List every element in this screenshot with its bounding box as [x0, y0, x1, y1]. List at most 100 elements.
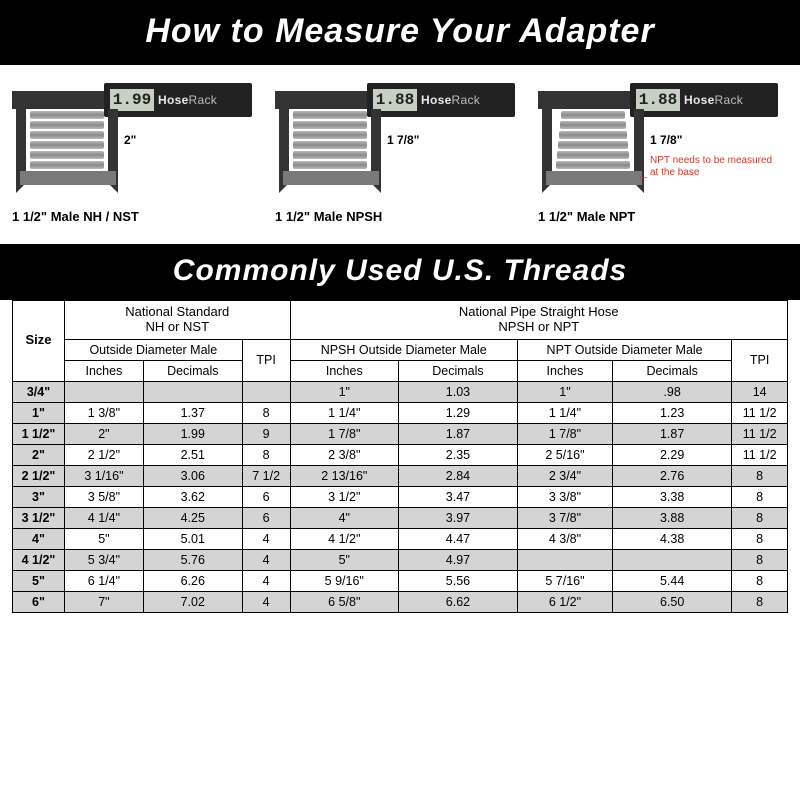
cell-npt-decimals: 6.50: [613, 591, 732, 612]
cell-ns-inches: 6 1/4": [65, 570, 144, 591]
caliper-caption: 1 1/2" Male NPT: [538, 209, 788, 224]
caliper-display-body: 1.88 HoseRack: [367, 83, 515, 117]
hdr-npsh-inches: Inches: [290, 360, 399, 381]
hdr-npt-inches: Inches: [517, 360, 612, 381]
cell-npt-decimals: 1.87: [613, 423, 732, 444]
caliper-reading: 1.88: [636, 89, 680, 111]
cell-ns-decimals: 1.99: [143, 423, 242, 444]
caliper-row: 1.99HoseRack2"1 1/2" Male NH / NST1.88Ho…: [0, 65, 800, 244]
cell-ns-tpi: 8: [242, 444, 290, 465]
cell-npsh-inches: 1": [290, 381, 399, 402]
cell-ns-tpi: 4: [242, 591, 290, 612]
cell-np-tpi: 8: [732, 486, 788, 507]
cell-size: 2": [13, 444, 65, 465]
cell-npsh-inches: 2 3/8": [290, 444, 399, 465]
cell-npt-decimals: 3.38: [613, 486, 732, 507]
cell-np-tpi: 11 1/2: [732, 423, 788, 444]
cell-ns-tpi: 4: [242, 570, 290, 591]
cell-ns-inches: 5": [65, 528, 144, 549]
adapter-base: [546, 171, 642, 185]
cell-ns-decimals: 3.06: [143, 465, 242, 486]
cell-npsh-decimals: 1.29: [399, 402, 518, 423]
cell-npsh-inches: 4 1/2": [290, 528, 399, 549]
npt-arrow-icon: ←: [636, 167, 650, 183]
cell-npt-decimals: 1.23: [613, 402, 732, 423]
hdr-npsh-od: NPSH Outside Diameter Male: [290, 339, 517, 360]
cell-ns-decimals: 4.25: [143, 507, 242, 528]
cell-ns-decimals: 1.37: [143, 402, 242, 423]
cell-npt-inches: 3 3/8": [517, 486, 612, 507]
threads-table: Size National Standard NH or NST Nationa…: [12, 300, 788, 613]
cell-npsh-decimals: 4.97: [399, 549, 518, 570]
cell-ns-decimals: 5.76: [143, 549, 242, 570]
cell-npsh-inches: 1 1/4": [290, 402, 399, 423]
cell-npt-inches: 1": [517, 381, 612, 402]
cell-size: 2 1/2": [13, 465, 65, 486]
cell-npsh-inches: 5": [290, 549, 399, 570]
caliper-caption: 1 1/2" Male NH / NST: [12, 209, 262, 224]
adapter-fitting: [293, 111, 367, 185]
cell-np-tpi: 8: [732, 570, 788, 591]
cell-ns-inches: 1 3/8": [65, 402, 144, 423]
caliper-reading: 1.88: [373, 89, 417, 111]
caliper-block: 1.99HoseRack2"1 1/2" Male NH / NST: [12, 83, 262, 224]
caliper-figure: 1.88 HoseRack 1 7/8": [275, 83, 515, 203]
cell-np-tpi: 8: [732, 528, 788, 549]
cell-ns-decimals: 6.26: [143, 570, 242, 591]
cell-npsh-inches: 5 9/16": [290, 570, 399, 591]
cell-npsh-decimals: 2.84: [399, 465, 518, 486]
cell-ns-tpi: 6: [242, 486, 290, 507]
hdr-ns-title: National Standard: [125, 304, 229, 319]
cell-npt-inches: 2 5/16": [517, 444, 612, 465]
hdr-npt-decimals: Decimals: [613, 360, 732, 381]
adapter-fitting: [30, 111, 104, 185]
caliper-brand: HoseRack: [421, 93, 480, 107]
npt-note: NPT needs to be measured at the base: [650, 155, 778, 178]
hdr-npt-od: NPT Outside Diameter Male: [517, 339, 731, 360]
table-row: 3"3 5/8"3.6263 1/2"3.473 3/8"3.388: [13, 486, 788, 507]
cell-ns-tpi: 4: [242, 549, 290, 570]
hdr-ns-tpi: TPI: [242, 339, 290, 381]
cell-npsh-inches: 1 7/8": [290, 423, 399, 444]
cell-size: 1 1/2": [13, 423, 65, 444]
measured-dimension: 1 7/8": [387, 133, 419, 147]
cell-ns-inches: [65, 381, 144, 402]
cell-ns-inches: 2 1/2": [65, 444, 144, 465]
hdr-ns: National Standard NH or NST: [65, 301, 291, 340]
cell-np-tpi: 14: [732, 381, 788, 402]
cell-npt-inches: [517, 549, 612, 570]
cell-np-tpi: 11 1/2: [732, 444, 788, 465]
cell-npsh-inches: 6 5/8": [290, 591, 399, 612]
title-banner-top: How to Measure Your Adapter: [0, 0, 800, 65]
cell-ns-inches: 7": [65, 591, 144, 612]
measured-dimension: 2": [124, 133, 136, 147]
cell-npt-decimals: [613, 549, 732, 570]
hdr-ns-decimals: Decimals: [143, 360, 242, 381]
cell-ns-inches: 4 1/4": [65, 507, 144, 528]
hdr-ns-inches: Inches: [65, 360, 144, 381]
table-row: 5"6 1/4"6.2645 9/16"5.565 7/16"5.448: [13, 570, 788, 591]
hdr-npsh-decimals: Decimals: [399, 360, 518, 381]
cell-npsh-decimals: 6.62: [399, 591, 518, 612]
cell-ns-decimals: 3.62: [143, 486, 242, 507]
caliper-figure: 1.88HoseRack1 7/8"←NPT needs to be measu…: [538, 83, 778, 203]
caliper-brand: HoseRack: [684, 93, 743, 107]
table-row: 1"1 3/8"1.3781 1/4"1.291 1/4"1.2311 1/2: [13, 402, 788, 423]
cell-ns-tpi: 4: [242, 528, 290, 549]
cell-npsh-decimals: 4.47: [399, 528, 518, 549]
table-row: 4"5"5.0144 1/2"4.474 3/8"4.388: [13, 528, 788, 549]
caliper-block: 1.88HoseRack1 7/8"←NPT needs to be measu…: [538, 83, 788, 224]
cell-ns-inches: 5 3/4": [65, 549, 144, 570]
caliper-block: 1.88HoseRack1 7/8"1 1/2" Male NPSH: [275, 83, 525, 224]
caliper-display-body: 1.88 HoseRack: [630, 83, 778, 117]
cell-size: 3/4": [13, 381, 65, 402]
cell-npsh-decimals: 3.97: [399, 507, 518, 528]
adapter-base: [283, 171, 379, 185]
cell-size: 1": [13, 402, 65, 423]
cell-npsh-inches: 3 1/2": [290, 486, 399, 507]
cell-npt-inches: 5 7/16": [517, 570, 612, 591]
cell-npt-decimals: 5.44: [613, 570, 732, 591]
cell-ns-decimals: 7.02: [143, 591, 242, 612]
cell-npt-decimals: 2.29: [613, 444, 732, 465]
cell-np-tpi: 8: [732, 507, 788, 528]
